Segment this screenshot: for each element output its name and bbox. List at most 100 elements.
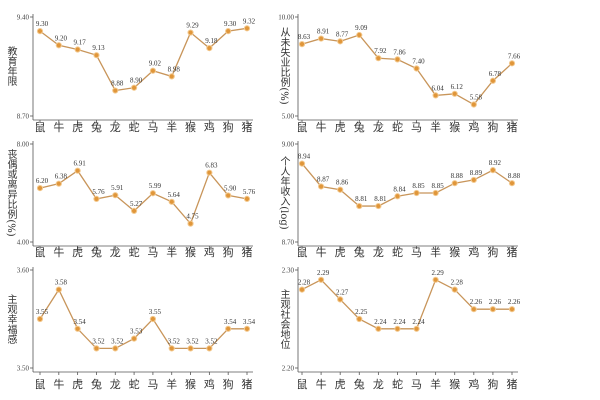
data-point bbox=[206, 45, 213, 52]
x-tick-label: 牛 bbox=[53, 245, 64, 259]
data-label: 3.55 bbox=[149, 308, 162, 316]
x-tick-label: 狗 bbox=[223, 378, 234, 391]
y-tick-label: 4.00 bbox=[17, 239, 30, 247]
data-point bbox=[375, 55, 382, 62]
x-tick-label: 龙 bbox=[373, 246, 384, 259]
x-tick-label: 羊 bbox=[430, 120, 441, 134]
data-label: 5.27 bbox=[130, 200, 143, 208]
y-axis-label: 个人年收入(log) bbox=[278, 156, 289, 230]
x-tick-label: 鼠 bbox=[35, 377, 46, 391]
data-point bbox=[413, 65, 420, 72]
x-tick-label: 狗 bbox=[487, 246, 498, 259]
x-tick-label: 马 bbox=[411, 378, 422, 391]
data-point bbox=[93, 52, 100, 59]
data-label: 5.90 bbox=[224, 184, 237, 192]
y-tick-label: 5.00 bbox=[282, 113, 295, 121]
data-label: 6.38 bbox=[55, 173, 68, 181]
x-tick-label: 龙 bbox=[373, 378, 384, 391]
data-point bbox=[489, 167, 497, 174]
data-label: 8.81 bbox=[355, 195, 368, 203]
data-point bbox=[243, 25, 251, 32]
data-point bbox=[356, 202, 363, 210]
data-point bbox=[508, 306, 516, 313]
data-point bbox=[130, 84, 138, 91]
x-tick-label: 兔 bbox=[354, 120, 365, 134]
y-tick-label: 9.00 bbox=[282, 141, 295, 149]
x-tick-label: 马 bbox=[147, 246, 158, 259]
data-label: 4.75 bbox=[186, 213, 199, 221]
data-label: 7.66 bbox=[508, 52, 521, 60]
y-axis-label: 主观社会地位 bbox=[278, 289, 289, 349]
x-tick-label: 鸡 bbox=[204, 377, 215, 391]
data-point bbox=[74, 167, 81, 174]
data-label: 8.89 bbox=[470, 169, 483, 177]
x-tick-label: 猪 bbox=[242, 121, 253, 134]
data-label: 5.64 bbox=[168, 191, 181, 199]
data-point bbox=[451, 90, 458, 97]
data-label: 2.24 bbox=[374, 318, 387, 326]
x-tick-label: 鸡 bbox=[468, 245, 479, 259]
series-line bbox=[301, 34, 513, 106]
data-label: 8.88 bbox=[451, 172, 464, 180]
y-tick-label: 3.60 bbox=[17, 267, 30, 275]
data-label: 2.26 bbox=[508, 298, 521, 306]
data-point bbox=[432, 276, 439, 283]
data-point bbox=[225, 192, 232, 199]
data-point bbox=[36, 28, 44, 35]
y-tick-label: 8.70 bbox=[282, 239, 295, 247]
data-label: 3.54 bbox=[243, 318, 256, 326]
x-tick-label: 虎 bbox=[72, 121, 83, 134]
x-tick-label: 猪 bbox=[242, 246, 253, 259]
y-axis-label: 教育年限 bbox=[5, 46, 16, 86]
chart-panel-5: 3.60 3.50 鼠牛虎兔龙蛇马羊猴鸡狗猪 3.55 3.58 3.54 3.52 3.52… bbox=[17, 267, 256, 392]
data-label: 3.58 bbox=[55, 279, 68, 287]
data-point bbox=[93, 195, 100, 202]
data-point bbox=[112, 192, 119, 199]
x-tick-label: 鸡 bbox=[468, 377, 479, 391]
x-tick-label: 鸡 bbox=[468, 120, 479, 134]
x-tick-label: 猴 bbox=[185, 245, 196, 259]
data-label: 7.86 bbox=[393, 48, 406, 56]
y-tick-label: 8.00 bbox=[17, 141, 30, 149]
data-label: 8.63 bbox=[298, 33, 311, 41]
x-tick-label: 龙 bbox=[110, 378, 121, 391]
x-tick-label: 蛇 bbox=[129, 120, 140, 134]
data-point bbox=[317, 183, 325, 190]
data-label: 9.18 bbox=[205, 37, 218, 45]
data-label: 2.24 bbox=[393, 318, 406, 326]
data-point bbox=[298, 160, 306, 167]
data-label: 2.29 bbox=[317, 269, 330, 277]
x-tick-label: 蛇 bbox=[392, 377, 403, 391]
x-tick-label: 鼠 bbox=[297, 245, 308, 259]
x-tick-label: 猴 bbox=[185, 120, 196, 134]
data-label: 5.76 bbox=[243, 188, 256, 196]
y-tick-label: 8.70 bbox=[17, 113, 30, 121]
x-tick-label: 牛 bbox=[53, 120, 64, 134]
data-point bbox=[394, 325, 401, 332]
data-label: 3.52 bbox=[168, 337, 181, 345]
x-tick-label: 羊 bbox=[430, 245, 441, 259]
data-point bbox=[36, 185, 44, 192]
data-label: 8.91 bbox=[317, 28, 330, 36]
chart-panel-1: 9.40 8.70 鼠牛虎兔龙蛇马羊猴鸡狗猪 9.30 9.20 9.17 9.13 8.88… bbox=[17, 14, 256, 135]
data-point bbox=[36, 315, 44, 323]
x-tick-label: 蛇 bbox=[129, 377, 140, 391]
x-tick-label: 鼠 bbox=[35, 245, 46, 259]
data-point bbox=[394, 56, 401, 63]
series-line bbox=[39, 27, 248, 92]
data-label: 9.02 bbox=[149, 60, 162, 68]
data-point bbox=[243, 325, 251, 332]
data-label: 6.78 bbox=[489, 70, 502, 78]
x-tick-label: 猪 bbox=[507, 121, 518, 134]
data-label: 9.13 bbox=[92, 44, 105, 52]
data-point bbox=[206, 169, 213, 176]
data-label: 8.87 bbox=[317, 175, 330, 183]
data-label: 3.54 bbox=[224, 318, 237, 326]
x-tick-label: 猴 bbox=[449, 245, 460, 259]
x-tick-label: 兔 bbox=[91, 245, 102, 259]
x-tick-label: 虎 bbox=[335, 121, 346, 134]
data-label: 8.94 bbox=[298, 153, 311, 161]
data-point bbox=[432, 92, 439, 99]
x-tick-label: 虎 bbox=[72, 378, 83, 391]
